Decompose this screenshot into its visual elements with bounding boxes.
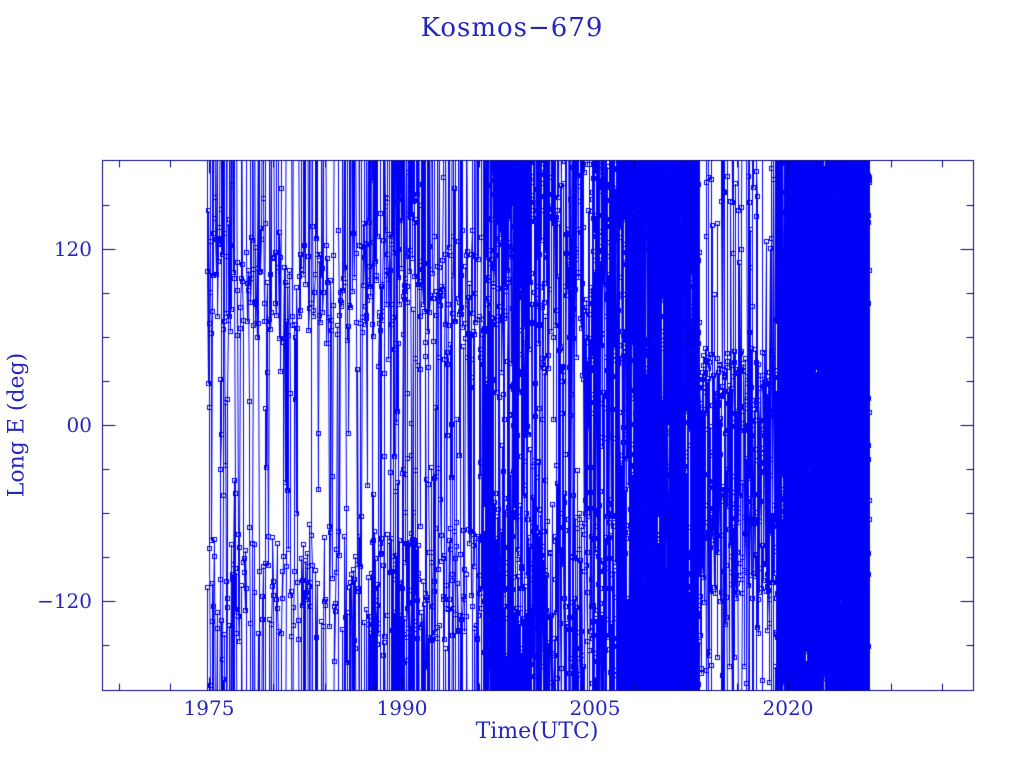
y-tick-label-00: 00 [66, 413, 92, 437]
chart-title: Kosmos−679 [420, 13, 604, 43]
y-tick-label-120: 120 [53, 236, 92, 261]
y-tick-label-neg120: −120 [37, 589, 92, 613]
x-tick-label-1975: 1975 [183, 696, 235, 720]
x-tick-label-1990: 1990 [376, 696, 428, 720]
x-axis-title: Time(UTC) [475, 719, 599, 744]
x-tick-label-2020: 2020 [762, 696, 814, 720]
x-tick-label-2005: 2005 [569, 696, 621, 720]
